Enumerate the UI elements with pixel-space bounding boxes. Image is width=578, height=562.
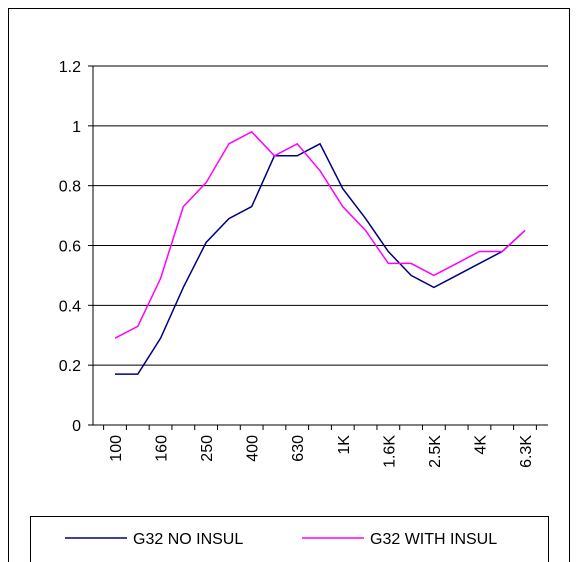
line-series — [114, 130, 526, 339]
x-tick-label: 6.3K — [518, 435, 535, 468]
chart-border — [8, 8, 570, 562]
y-tick-label: 0.4 — [59, 298, 81, 315]
y-tick-label: 0.6 — [59, 239, 81, 256]
y-tick-label: 1 — [72, 119, 81, 136]
x-tick-label: 4K — [472, 435, 489, 455]
x-tick-label: 630 — [290, 435, 307, 462]
legend-label: G32 NO INSUL — [133, 531, 243, 548]
x-tick-label: 2.5K — [427, 435, 444, 468]
y-tick-label: 0.8 — [59, 179, 81, 196]
legend-label: G32 WITH INSUL — [370, 531, 497, 548]
x-tick-label: 160 — [154, 435, 171, 462]
x-tick-label: 1.6K — [381, 435, 398, 468]
x-tick-label: 1K — [336, 435, 353, 455]
y-tick-label: 0 — [72, 418, 81, 435]
y-tick-label: 1.2 — [59, 59, 81, 76]
line-series — [115, 142, 526, 375]
x-tick-label: 250 — [199, 435, 216, 462]
x-tick-label: 100 — [108, 435, 125, 462]
y-tick-label: 0.2 — [59, 358, 81, 375]
legend-box — [30, 516, 549, 562]
x-tick-label: 400 — [245, 435, 262, 462]
